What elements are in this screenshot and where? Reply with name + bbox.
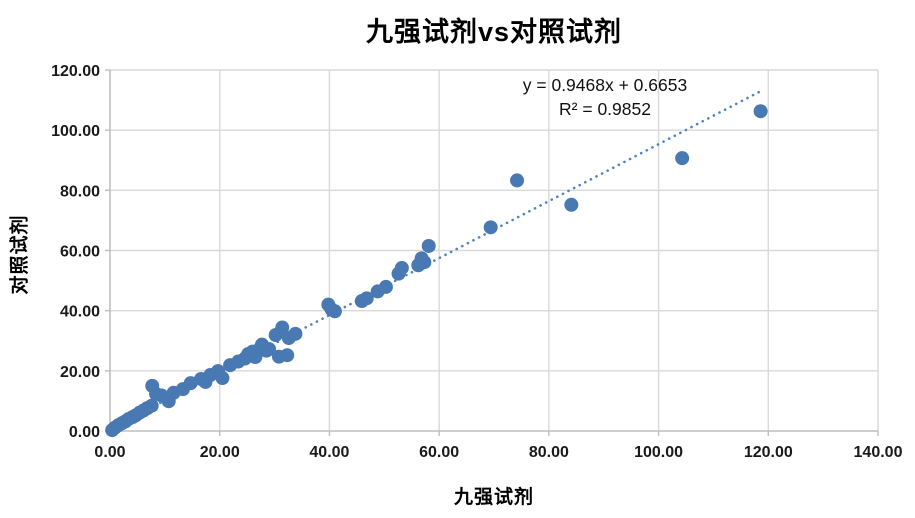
data-point bbox=[275, 320, 290, 335]
data-point bbox=[280, 348, 295, 363]
y-axis-title: 对照试剂 bbox=[9, 214, 31, 295]
data-point bbox=[417, 255, 432, 270]
x-tick-label: 60.00 bbox=[419, 444, 459, 461]
y-tick-label: 20.00 bbox=[60, 364, 100, 381]
y-tick-label: 40.00 bbox=[60, 304, 100, 321]
data-point bbox=[564, 197, 579, 212]
x-tick-label: 20.00 bbox=[200, 444, 240, 461]
y-tick-label: 60.00 bbox=[60, 244, 100, 261]
data-point bbox=[421, 238, 436, 253]
data-point bbox=[359, 291, 374, 306]
y-tick-label: 0.00 bbox=[69, 424, 100, 441]
data-point bbox=[394, 260, 409, 275]
data-point bbox=[262, 342, 277, 357]
data-point bbox=[483, 220, 498, 235]
trendline-r-squared: R² = 0.9852 bbox=[559, 99, 651, 119]
x-tick-label: 80.00 bbox=[529, 444, 569, 461]
data-point bbox=[215, 371, 230, 386]
data-point bbox=[510, 173, 525, 188]
y-tick-label: 120.00 bbox=[51, 63, 100, 80]
data-point bbox=[144, 398, 159, 413]
chart-title: 九强试剂vs对照试剂 bbox=[365, 17, 623, 47]
x-axis-title: 九强试剂 bbox=[453, 487, 534, 508]
x-tick-label: 140.00 bbox=[854, 444, 903, 461]
data-point bbox=[675, 151, 690, 166]
data-point bbox=[288, 326, 303, 341]
x-tick-label: 100.00 bbox=[634, 444, 683, 461]
y-tick-label: 100.00 bbox=[51, 123, 100, 140]
data-point bbox=[753, 104, 768, 119]
x-tick-label: 120.00 bbox=[744, 444, 793, 461]
data-point bbox=[378, 279, 393, 294]
trendline-equation-line1: y = 0.9468x + 0.6653 bbox=[522, 75, 688, 95]
data-point bbox=[327, 304, 342, 319]
x-tick-label: 0.00 bbox=[94, 444, 125, 461]
x-tick-label: 40.00 bbox=[309, 444, 349, 461]
trendline-equation: y = 0.9468x + 0.6653 R² = 0.9852 bbox=[480, 73, 730, 121]
y-tick-label: 80.00 bbox=[60, 183, 100, 200]
